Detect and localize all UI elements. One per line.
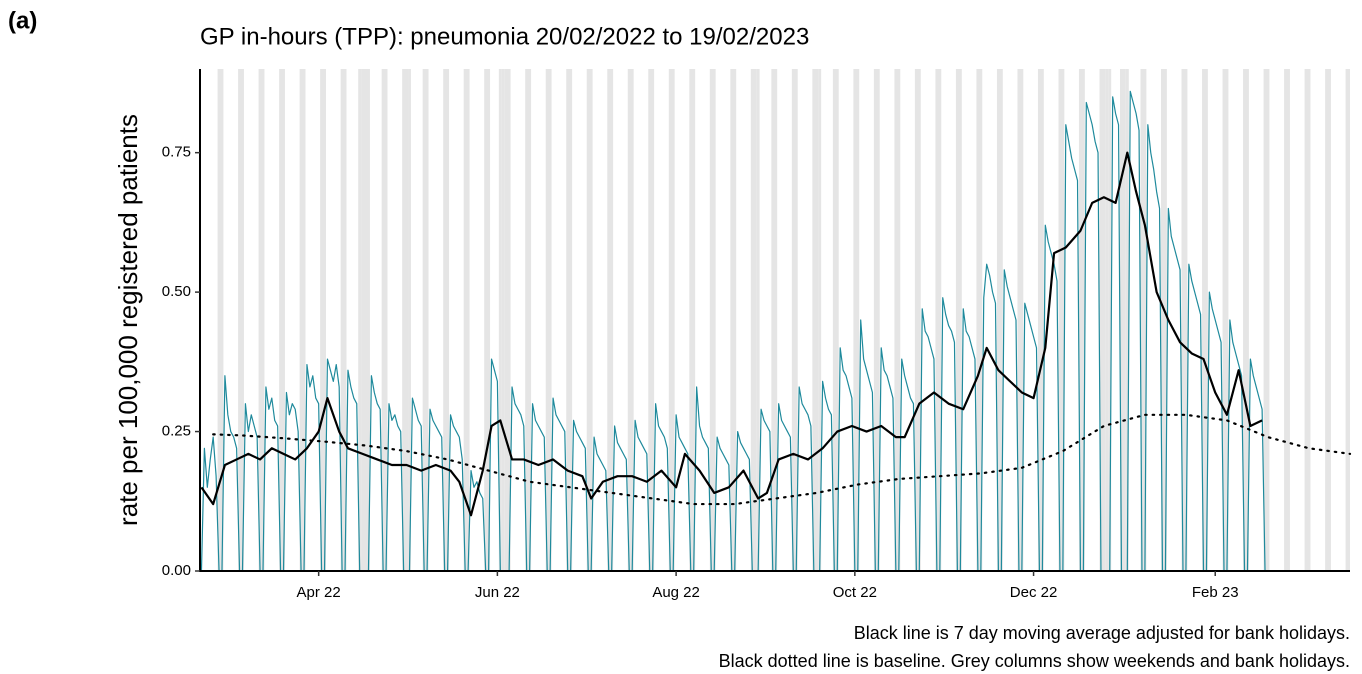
weekend-column [381, 69, 388, 571]
weekend-column [791, 69, 798, 571]
weekend-column [1345, 69, 1350, 571]
series-line [200, 151, 1263, 517]
weekend-column [463, 69, 470, 571]
weekend-column [853, 69, 860, 571]
weekend-column [1243, 69, 1249, 571]
x-tick-label: Aug 22 [652, 584, 700, 601]
weekend-column [586, 69, 593, 571]
weekend-column [812, 69, 819, 571]
weekend-column [648, 69, 655, 571]
weekend-column [1304, 69, 1311, 571]
y-axis-label: rate per 100,000 registered patients [113, 114, 143, 526]
weekend-column [894, 69, 901, 571]
weekend-column [976, 69, 983, 571]
weekend-column [914, 69, 921, 571]
weekend-column [873, 69, 880, 571]
plot-area [200, 69, 1352, 572]
weekend-column [279, 69, 285, 571]
weekend-column [771, 69, 778, 571]
weekend-column [1263, 69, 1270, 571]
bank-holiday-column [408, 69, 411, 571]
x-tick-label: Jun 22 [475, 584, 520, 601]
weekend-column [361, 69, 368, 571]
chart-title: GP in-hours (TPP): pneumonia 20/02/2022 … [200, 23, 809, 50]
y-tick-label: 0.25 [162, 423, 191, 440]
bank-holiday-column [367, 69, 370, 571]
weekend-column [1058, 69, 1065, 571]
weekend-column [422, 69, 429, 571]
x-tick-label: Feb 23 [1192, 584, 1239, 601]
weekend-column [484, 69, 491, 571]
weekend-column [1099, 69, 1106, 571]
bank-holiday-column [1105, 69, 1109, 571]
y-tick-label: 0.75 [162, 144, 191, 161]
bank-holiday-column [1108, 69, 1112, 571]
bank-holiday-column [756, 69, 760, 571]
weekend-column [1161, 69, 1167, 571]
weekend-column [258, 69, 265, 571]
weekend-column [238, 69, 244, 571]
bank-holiday-column [1125, 69, 1129, 571]
x-tick-label: Oct 22 [833, 584, 877, 601]
weekend-column [1181, 69, 1188, 571]
weekend-column [1222, 69, 1229, 571]
y-tick-label: 0.00 [162, 562, 191, 579]
weekend-column [525, 69, 532, 571]
weekend-column [709, 69, 716, 571]
weekend-column [668, 69, 675, 571]
bank-holiday-column [498, 69, 502, 571]
series-line [212, 413, 1352, 506]
x-tick-label: Apr 22 [297, 584, 341, 601]
weekend-column [955, 69, 962, 571]
weekend-column [996, 69, 1003, 571]
y-tick-label: 0.50 [162, 283, 191, 300]
bank-holiday-column [358, 69, 362, 571]
weekend-column [504, 69, 511, 571]
weekend-column [545, 69, 552, 571]
weekend-column [1078, 69, 1085, 571]
weekend-column [217, 69, 224, 571]
weekend-column [566, 69, 573, 571]
weekend-column [1325, 69, 1331, 571]
weekend-column [340, 69, 347, 571]
weekend-column [689, 69, 696, 571]
bank-holiday-column [818, 69, 822, 571]
weekend-column [935, 69, 942, 571]
weekend-column [832, 69, 839, 571]
weekend-column [402, 69, 409, 571]
weekend-column [299, 69, 306, 571]
note: Black dotted line is baseline. Grey colu… [719, 651, 1350, 671]
weekend-column [627, 69, 634, 571]
weekend-column [1284, 69, 1290, 571]
panel-label: (a) [8, 7, 37, 34]
weekend-column [750, 69, 757, 571]
weekend-column [1202, 69, 1208, 571]
note: Black line is 7 day moving average adjus… [854, 623, 1350, 643]
bank-holiday-column [501, 69, 505, 571]
weekend-column [1017, 69, 1024, 571]
weekend-column [320, 69, 326, 571]
x-tick-label: Dec 22 [1010, 584, 1058, 601]
weekend-column [443, 69, 450, 571]
weekend-column [1037, 69, 1044, 571]
weekend-column [1120, 69, 1126, 571]
weekend-column [730, 69, 737, 571]
weekend-column [607, 69, 614, 571]
weekend-column [1140, 69, 1147, 571]
